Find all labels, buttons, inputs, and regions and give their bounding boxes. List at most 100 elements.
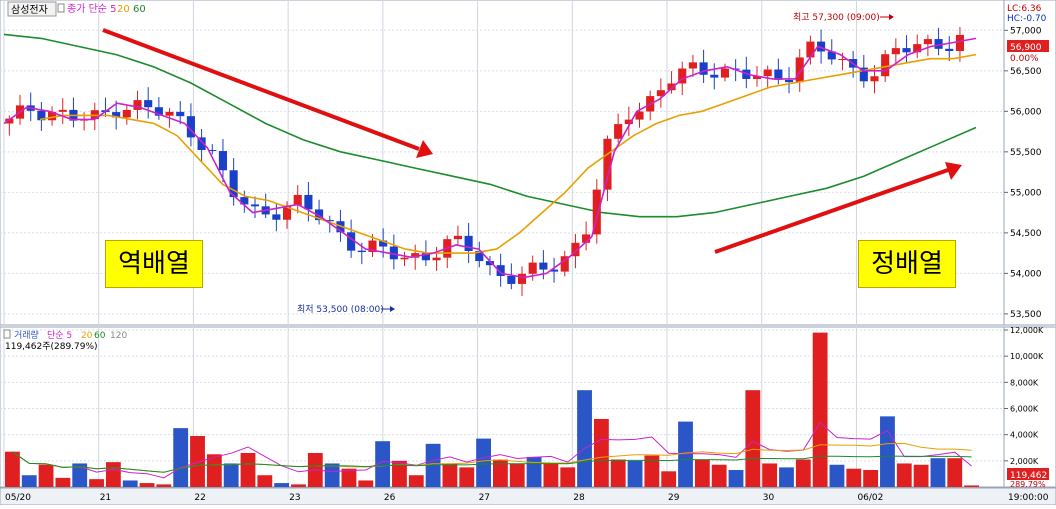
volume-tick-label: 8,000K [1010,378,1039,387]
candle-body [752,76,762,79]
candle-body [357,250,366,253]
candle-body [176,111,185,117]
candle-body [923,39,932,45]
candle-body [710,74,719,78]
candle-body [58,109,67,112]
candle-body [218,151,228,171]
candle-body [304,194,313,210]
volume-bar [812,332,828,487]
volume-bar [476,438,491,487]
low-annotation: 최저 53,500 (08:00) [297,304,384,315]
volume-bar [459,467,475,487]
candle-body [635,111,644,120]
candle-body [528,262,537,274]
volume-bar [173,428,189,487]
volume-bar [779,467,794,487]
candle-body [870,76,879,82]
candle-body [806,41,815,58]
volume-bar [122,480,138,487]
hc-readout: HC:-0.70 [1007,14,1047,24]
price-legend-ma60: 60 [133,4,146,15]
volume-bar [610,459,626,487]
volume-bar [156,484,172,487]
candle-body [475,250,484,262]
price-tick-label: 57,000 [1010,26,1042,36]
candle-body [421,253,430,261]
candle-body [208,150,217,152]
volume-bar [795,459,811,487]
price-tick-label: 55,000 [1010,188,1042,198]
volume-bar [358,480,374,487]
x-tick-label: 21 [100,493,111,503]
volume-bar [947,458,963,487]
volume-tick-label: 10,000K [1010,352,1044,361]
volume-bar [89,479,104,487]
candle-body [229,170,238,198]
volume-bar [644,455,660,487]
ma-20-line [39,53,977,254]
candle-body [913,44,922,53]
candle-body [614,124,623,139]
candle-body [122,109,131,118]
current-price-tag [1007,40,1049,52]
current-volume: 119,462 [1010,471,1047,481]
candle-body [144,100,153,108]
ma-5-line [3,37,977,279]
candle-body [250,204,260,207]
stock-name-box[interactable] [7,1,57,17]
candle-body [891,48,900,55]
volume-bar [206,454,222,487]
downtrend-arrow [102,28,433,158]
volume-bar [526,456,542,487]
x-tick-label: 23 [289,493,300,503]
volume-bar [291,484,306,487]
candle-body [560,256,569,272]
ma-60-line [3,33,977,218]
volume-bar [21,475,37,487]
stock-name: 삼성전자 [11,4,48,16]
candle-body [678,68,687,84]
x-tick-label: 30 [763,493,775,503]
volume-bar [930,458,946,487]
reverse-alignment-label: 역배열 [105,240,203,288]
candle-body [667,83,676,91]
vol-legend-volume: 거래량 [14,329,39,341]
candle-body [240,197,249,205]
current-volume-tag [1007,468,1049,480]
candle-body [517,273,527,284]
volume-bar [105,462,121,487]
volume-tick-label: 4,000K [1010,431,1039,440]
volume-bar [375,441,391,487]
candle-body [112,112,121,118]
price-tick-label: 54,500 [1010,229,1042,239]
uptrend-arrow [714,162,962,254]
volume-bar [661,471,677,487]
volume-bar [72,463,88,487]
volume-bar [896,463,912,487]
volume-bar [55,477,71,487]
candle-body [582,234,591,243]
volume-bar [139,483,155,487]
candle-body [368,240,377,253]
volume-bar [5,451,20,487]
volume-bar [38,464,54,487]
price-legend-ma20: 20 [117,4,130,15]
menu-icon[interactable] [57,3,65,13]
volume-bar [593,418,609,487]
candle-body [817,41,826,52]
volume-bar [863,469,879,487]
volume-bar [223,463,239,487]
candle-body [902,48,911,53]
candle-body [774,69,783,80]
volume-menu-icon[interactable] [3,329,11,339]
volume-y-axis [1003,326,1056,488]
volume-bar [711,464,727,487]
volume-bar [829,464,845,487]
volume-bar [762,463,778,487]
volume-bar [846,468,862,487]
volume-bar [274,483,290,487]
candle-body [955,34,964,51]
vol-legend-ma120: 120 [110,331,127,341]
